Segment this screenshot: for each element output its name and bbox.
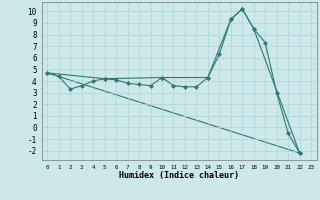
X-axis label: Humidex (Indice chaleur): Humidex (Indice chaleur) (119, 171, 239, 180)
